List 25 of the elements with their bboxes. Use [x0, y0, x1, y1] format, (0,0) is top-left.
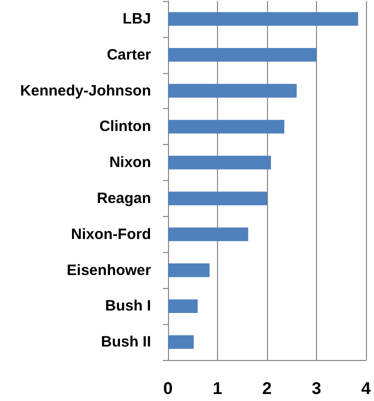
y-tick-label: Bush I: [105, 298, 151, 315]
bar: [168, 299, 198, 313]
x-tick-label: 2: [262, 379, 272, 398]
bar: [168, 156, 271, 170]
bar: [168, 12, 358, 26]
bar: [168, 335, 194, 349]
bar: [168, 120, 284, 134]
x-tick-label: 1: [212, 379, 222, 398]
y-tick-label: Carter: [106, 46, 152, 64]
bar: [168, 192, 267, 206]
bar: [168, 263, 210, 278]
bar: [168, 48, 316, 62]
x-tick-label: 0: [163, 379, 173, 398]
y-tick-label: Nixon-Ford: [71, 226, 151, 243]
y-tick-label: Clinton: [99, 118, 151, 136]
y-tick-label: Nixon: [109, 154, 151, 172]
y-tick-label: LBJ: [122, 10, 151, 28]
x-tick-label: 4: [361, 379, 372, 398]
bar: [168, 228, 248, 242]
y-tick-label: Eisenhower: [66, 262, 152, 279]
bar: [168, 84, 297, 98]
y-tick-label: Kennedy-Johnson: [20, 82, 151, 100]
y-tick-label: Reagan: [96, 190, 151, 207]
x-tick-label: 3: [312, 379, 322, 398]
y-tick-label: Bush II: [100, 334, 151, 351]
